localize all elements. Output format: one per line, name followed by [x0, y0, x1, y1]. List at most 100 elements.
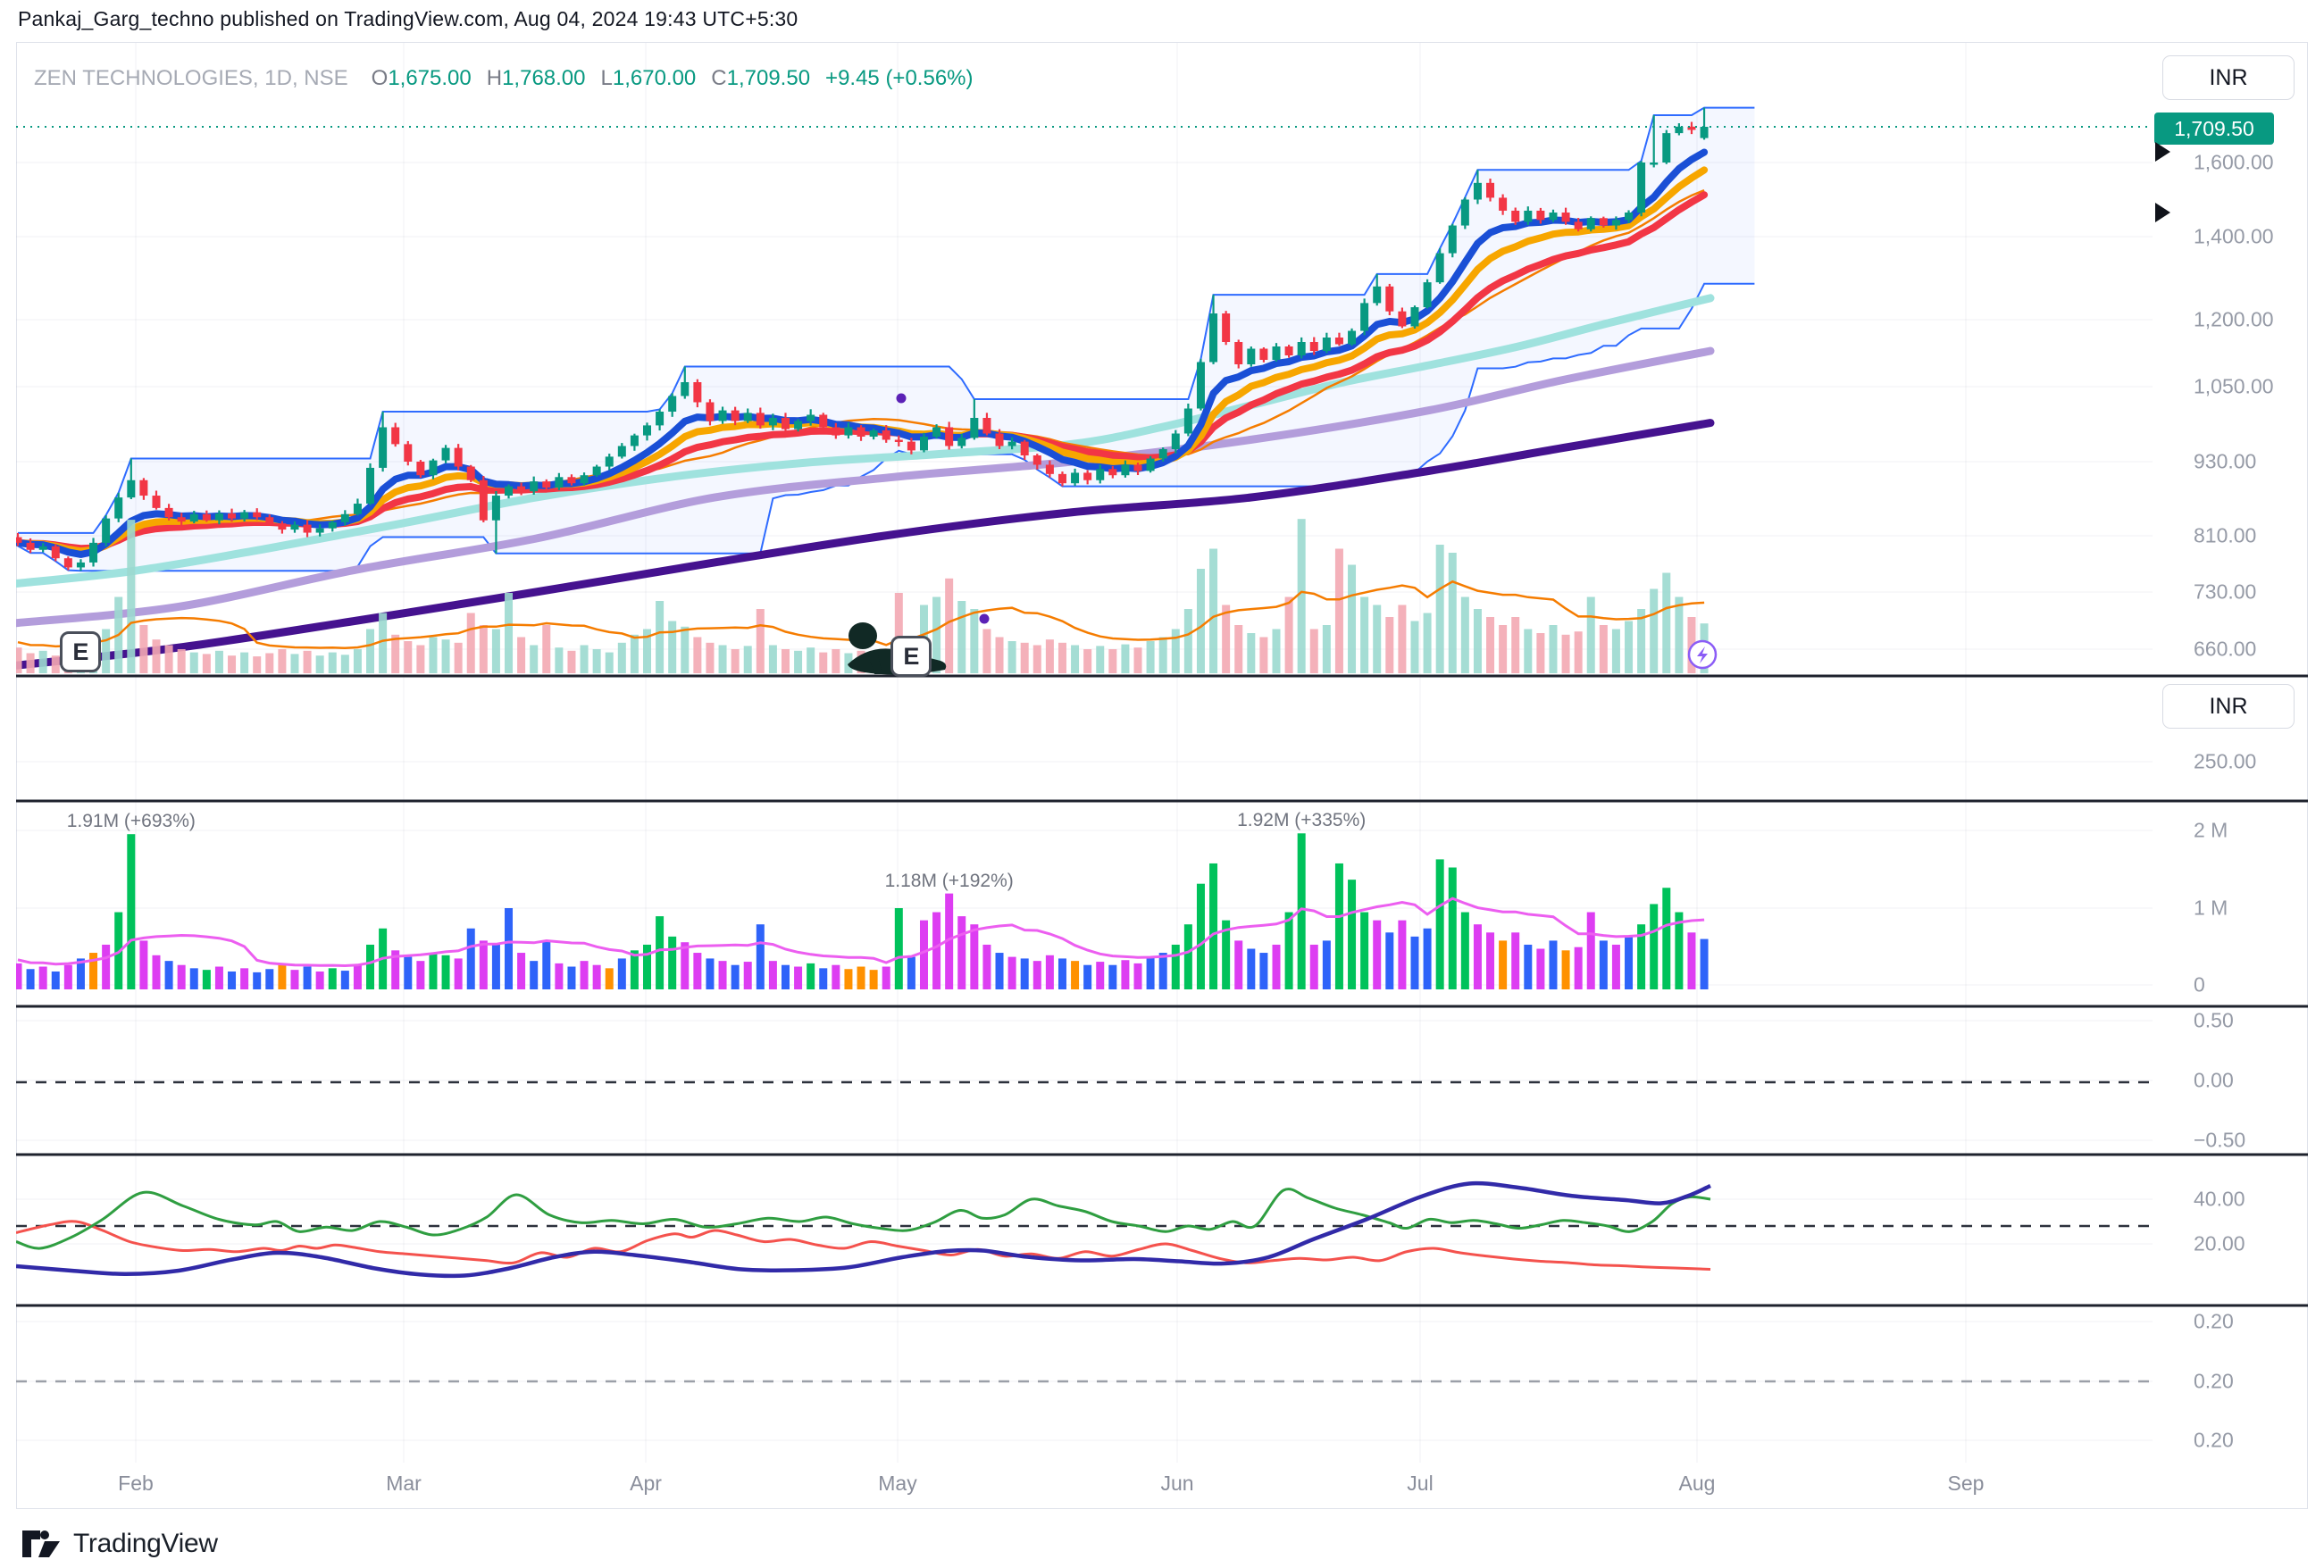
- candle: [290, 524, 299, 530]
- candle: [479, 480, 488, 521]
- candle: [1687, 126, 1696, 130]
- volume-bar: [894, 908, 903, 989]
- volume-bar: [454, 958, 463, 989]
- candle: [353, 504, 362, 514]
- volume-bar: [505, 908, 514, 989]
- candle: [555, 477, 564, 488]
- price-axis-tick: 660.00: [2194, 637, 2257, 661]
- candle: [1158, 449, 1167, 459]
- time-axis-month-apr: Apr: [630, 1472, 662, 1495]
- volume-bar: [38, 966, 47, 989]
- candle: [1121, 464, 1130, 476]
- axis-arrow-marker-2[interactable]: [2155, 203, 2170, 222]
- candle: [429, 460, 438, 476]
- candle: [1020, 441, 1029, 455]
- candle: [278, 523, 287, 530]
- currency-button-volume[interactable]: INR: [2162, 684, 2295, 729]
- candle: [630, 435, 639, 446]
- candle: [1183, 408, 1192, 434]
- low-value: 1,670.00: [612, 66, 697, 90]
- candle: [1499, 197, 1508, 211]
- volume-bar: [1574, 947, 1583, 989]
- time-axis-month-mar: Mar: [386, 1472, 422, 1495]
- volume-bar: [353, 964, 362, 989]
- sma-200-line: [16, 419, 1715, 670]
- volume-bar: [416, 961, 425, 989]
- candle: [656, 412, 665, 426]
- candle: [89, 542, 98, 563]
- volume-bar: [1611, 944, 1620, 989]
- volume-bar: [844, 969, 853, 989]
- volume-bar: [530, 961, 539, 989]
- volume-bar: [1007, 956, 1016, 989]
- candle: [907, 441, 915, 451]
- axis-arrow-marker-1[interactable]: [2155, 142, 2170, 162]
- candle: [1171, 433, 1180, 449]
- candle: [857, 427, 865, 437]
- lightning-icon: [1687, 639, 1718, 670]
- volume-bar: [857, 966, 865, 989]
- candle: [1247, 348, 1256, 364]
- volume-bar: [1499, 940, 1508, 989]
- volume-bar: [1196, 883, 1205, 989]
- currency-button-price[interactable]: INR: [2162, 55, 2295, 100]
- volume-bar: [164, 961, 173, 989]
- candle: [1410, 307, 1419, 327]
- candle: [441, 447, 450, 461]
- candle: [592, 466, 601, 476]
- volume-bar: [869, 970, 878, 989]
- time-axis-month-sep: Sep: [1947, 1472, 1985, 1495]
- volume-bar: [1272, 944, 1281, 989]
- volume-bar: [1549, 940, 1558, 989]
- chart-legend[interactable]: ZEN TECHNOLOGIES, 1D, NSE O1,675.00 H1,768…: [34, 66, 974, 91]
- candle: [379, 427, 388, 468]
- volume-bar: [882, 966, 890, 989]
- volume-bar: [1247, 948, 1256, 989]
- volume-bar: [1650, 904, 1659, 989]
- price-axis-tick: 20.00: [2194, 1231, 2245, 1255]
- candle: [794, 421, 803, 430]
- volume-bar: [768, 961, 777, 989]
- earnings-badge[interactable]: E: [60, 631, 102, 672]
- candle: [693, 382, 702, 403]
- earnings-badge[interactable]: E: [890, 636, 932, 677]
- volume-ma-line: [17, 897, 1705, 968]
- last-price-badge: 1,709.50: [2154, 113, 2274, 145]
- volume-bar: [16, 963, 22, 989]
- price-axis-tick: 0.20: [2194, 1309, 2234, 1333]
- price-axis-tick: 0.50: [2194, 1008, 2234, 1032]
- candle: [214, 513, 223, 521]
- close-value: 1,709.50: [726, 66, 811, 90]
- candle: [1536, 210, 1545, 221]
- candle: [1625, 213, 1634, 221]
- change-value: +9.45 (+0.56%): [825, 66, 974, 90]
- candle: [38, 546, 47, 550]
- volume-bar: [177, 964, 186, 989]
- volume-bar: [1586, 912, 1595, 989]
- tradingview-footer[interactable]: TradingView: [21, 1529, 218, 1559]
- candle: [1700, 127, 1709, 138]
- price-axis-tick: 0.00: [2194, 1068, 2234, 1092]
- candle: [1096, 469, 1105, 480]
- candle: [781, 418, 790, 430]
- volume-bar: [391, 950, 400, 989]
- candle: [1348, 330, 1357, 345]
- candle: [1574, 221, 1583, 229]
- candle: [63, 558, 72, 568]
- candle: [1524, 210, 1533, 222]
- volume-bar: [1158, 953, 1167, 989]
- candle: [152, 496, 161, 508]
- candle: [1385, 286, 1394, 312]
- gridlines: [16, 43, 2153, 1463]
- volume-bar: [567, 966, 576, 989]
- volume-bar: [1032, 961, 1041, 989]
- candle: [718, 410, 727, 421]
- volume-bar: [189, 968, 198, 989]
- candle: [1032, 455, 1041, 465]
- candle: [26, 542, 35, 550]
- candle: [505, 486, 514, 496]
- volume-bar: [781, 964, 790, 989]
- candle: [844, 427, 853, 436]
- volume-bar: [970, 924, 979, 989]
